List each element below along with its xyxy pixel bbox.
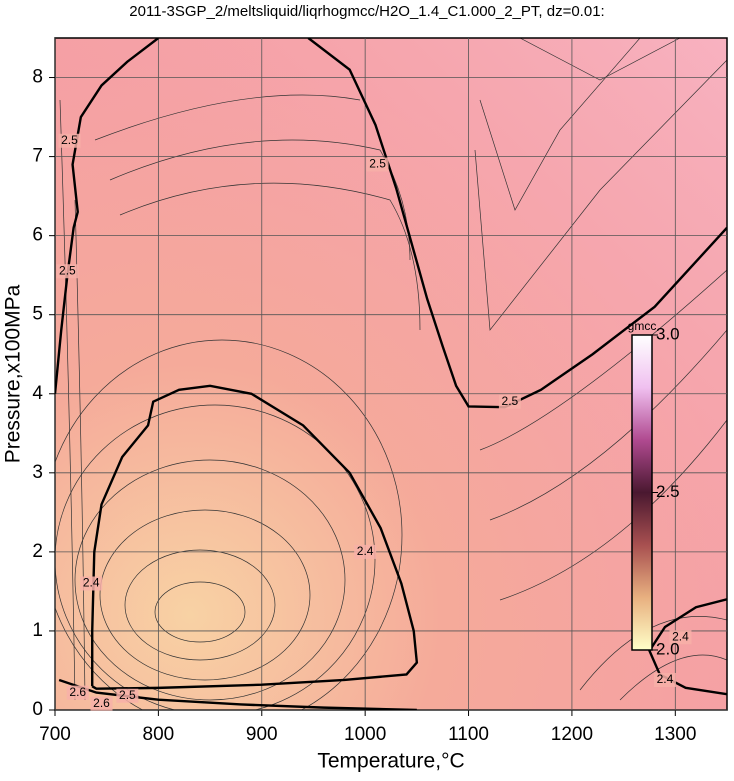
y-tick-label: 6: [32, 225, 43, 246]
contour-label-bg: [80, 576, 103, 591]
contour-label-bg: [90, 696, 113, 711]
contour-label-bg: [498, 394, 521, 409]
contour-line: [91, 384, 419, 690]
contour-label: 2.5: [61, 133, 78, 147]
x-tick-label: 800: [143, 724, 175, 745]
colorbar-tick-label: 2.5: [656, 482, 680, 501]
chart-title: 2011-3SGP_2/meltsliquid/liqrhogmcc/H2O_1…: [129, 3, 604, 20]
contour-label-bg: [58, 133, 81, 148]
colorbar-tick-label: 3.0: [656, 324, 680, 343]
contour-label: 2.5: [59, 263, 76, 277]
y-tick-label: 8: [32, 67, 43, 88]
contour-line: [58, 678, 417, 710]
contour-label: 2.4: [83, 576, 100, 590]
y-tick-label: 1: [32, 620, 43, 641]
x-tick-label: 900: [246, 724, 278, 745]
colorbar: [631, 334, 653, 651]
contour-label-bg: [116, 688, 139, 703]
colorbar-label: gmcc: [628, 319, 657, 333]
contours: [55, 38, 727, 710]
x-tick-label: 1000: [344, 724, 386, 745]
x-tick-label: 700: [39, 724, 71, 745]
contour-label-bg: [354, 544, 377, 559]
contour-line: [55, 38, 160, 394]
x-tick-label: 1300: [654, 724, 696, 745]
y-tick-label: 2: [32, 541, 43, 562]
y-tick-label: 3: [32, 462, 43, 483]
contour-label: 2.5: [369, 157, 386, 171]
contour-label-bg: [366, 157, 389, 172]
plot-shade: [55, 38, 727, 710]
contour-label-bg: [669, 630, 692, 645]
y-tick-label: 7: [32, 146, 43, 167]
contour-label-bg: [653, 672, 676, 687]
x-tick-label: 1100: [448, 724, 489, 745]
contour-label-bg: [56, 264, 79, 279]
contour-label: 2.4: [657, 672, 674, 686]
x-axis-label: Temperature,°C: [317, 750, 464, 773]
y-tick-label: 4: [32, 383, 43, 404]
x-tick-label: 1200: [551, 724, 593, 745]
contour-line: [307, 38, 727, 409]
contour-label: 2.5: [119, 688, 136, 702]
contour-label-bg: [66, 685, 89, 700]
contour-label: 2.4: [672, 629, 689, 643]
contour-label: 2.6: [93, 696, 110, 710]
contour-label: 2.6: [69, 685, 86, 699]
y-tick-label: 0: [32, 699, 43, 720]
contour-label: 2.5: [502, 394, 519, 408]
y-axis-label: Pressure,x100MPa: [2, 284, 25, 463]
y-tick-label: 5: [32, 304, 43, 325]
colorbar-tick-label: 2.0: [656, 639, 680, 658]
contour-label: 2.4: [357, 544, 374, 558]
